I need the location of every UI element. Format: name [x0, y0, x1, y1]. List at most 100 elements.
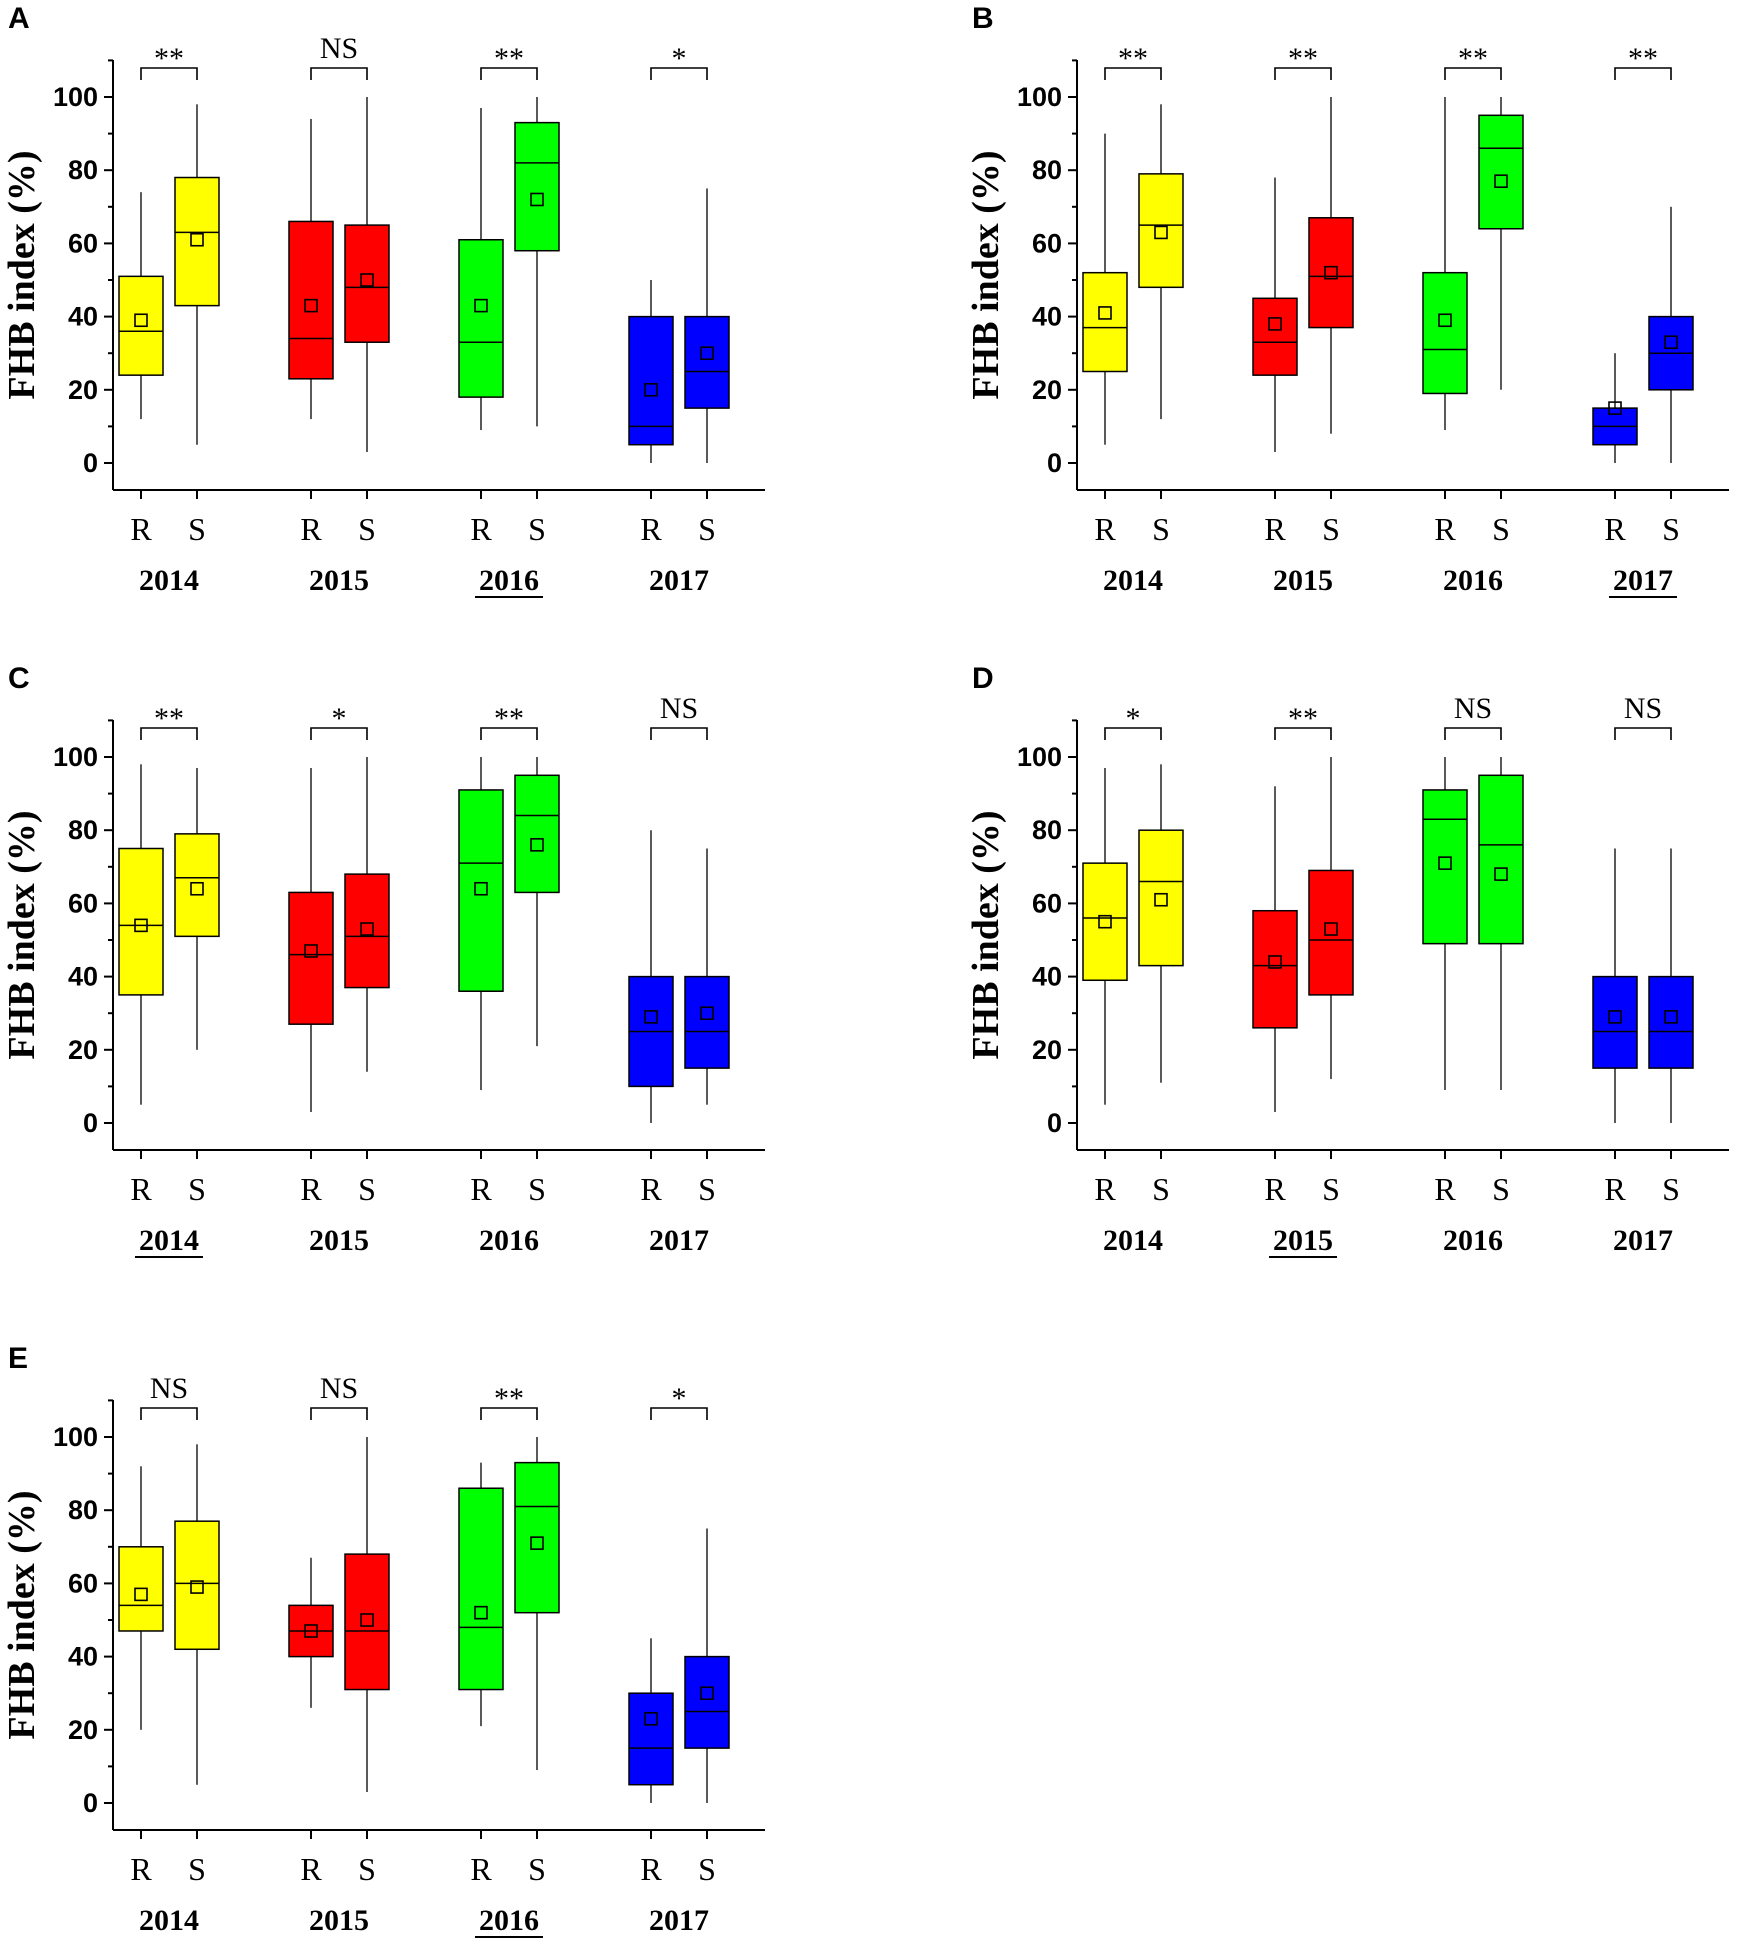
y-axis-label: FHB index (%) — [965, 810, 1007, 1059]
year-label: 2015 — [1273, 564, 1333, 597]
year-label: 2015 — [1273, 1224, 1333, 1257]
significance-label: * — [332, 702, 347, 735]
significance-bracket — [480, 67, 538, 80]
significance-bracket — [1614, 67, 1672, 80]
year-label: 2017 — [649, 1224, 709, 1257]
year-label: 2017 — [649, 564, 709, 597]
mean-marker — [1324, 265, 1338, 280]
category-label: R — [640, 1171, 662, 1207]
y-axis-label: FHB index (%) — [1, 150, 43, 399]
group-2015: R S ** 2015 — [1252, 42, 1354, 597]
significance-label: ** — [1458, 42, 1488, 75]
significance-label: NS — [320, 32, 358, 65]
box-iqr — [1478, 774, 1524, 945]
mean-marker — [360, 922, 374, 936]
mean-marker — [474, 1605, 488, 1620]
year-label: 2015 — [309, 564, 369, 597]
y-tick-label: 40 — [1032, 962, 1062, 992]
mean-marker — [134, 1587, 148, 1602]
y-tick-label: 40 — [1032, 302, 1062, 332]
category-label: R — [300, 511, 322, 547]
mean-marker — [360, 1613, 374, 1627]
category-label: R — [1434, 511, 1456, 547]
year-label: 2016 — [479, 564, 539, 597]
group-2016: R S ** 2016 — [458, 42, 560, 598]
y-tick-label: 40 — [68, 962, 98, 992]
y-tick-label: 20 — [1032, 375, 1062, 405]
box-iqr — [344, 873, 390, 989]
category-label: R — [1264, 1171, 1286, 1207]
significance-label: NS — [1454, 692, 1492, 725]
significance-bracket — [1104, 67, 1162, 80]
category-label: R — [1604, 511, 1626, 547]
box-iqr — [1308, 217, 1354, 329]
mean-marker — [134, 918, 148, 933]
significance-label: NS — [660, 692, 698, 725]
y-tick-label: 0 — [83, 448, 98, 478]
group-2014: R S ** 2014 — [1082, 42, 1184, 597]
category-label: S — [1492, 1171, 1510, 1207]
box-iqr — [628, 315, 674, 446]
mean-marker — [644, 1712, 658, 1726]
y-tick-label: 40 — [68, 302, 98, 332]
box-iqr — [458, 789, 504, 992]
year-label: 2014 — [139, 1224, 199, 1257]
mean-marker — [304, 1624, 318, 1638]
box-iqr — [514, 121, 560, 252]
significance-label: ** — [1288, 42, 1318, 75]
group-2016: R S ** 2016 — [458, 702, 560, 1257]
year-label: 2017 — [649, 1904, 709, 1937]
box-iqr — [174, 1520, 220, 1651]
category-label: S — [358, 1851, 376, 1887]
y-tick-label: 60 — [1032, 888, 1062, 918]
y-tick-label: 100 — [53, 1422, 98, 1452]
group-2017: R S NS 2017 — [628, 692, 730, 1257]
y-tick-label: 80 — [68, 155, 98, 185]
y-tick-label: 20 — [68, 1715, 98, 1745]
group-2017: R S * 2017 — [628, 1382, 730, 1937]
box-iqr — [1082, 862, 1128, 982]
mean-marker — [1664, 1010, 1678, 1024]
significance-label: ** — [1288, 702, 1318, 735]
box-iqr — [118, 847, 164, 996]
y-tick-label: 80 — [68, 815, 98, 845]
box-iqr — [1478, 114, 1524, 230]
y-tick-label: 0 — [1047, 1108, 1062, 1138]
box-iqr — [1138, 173, 1184, 289]
category-label: S — [1662, 1171, 1680, 1207]
category-label: S — [1322, 1171, 1340, 1207]
mean-marker — [1324, 922, 1338, 936]
panel-letter: A — [8, 2, 30, 35]
category-label: S — [1492, 511, 1510, 547]
box-iqr — [684, 975, 730, 1069]
mean-marker — [1608, 1010, 1622, 1024]
mean-marker — [474, 298, 488, 313]
y-tick-label: 60 — [1032, 228, 1062, 258]
y-tick-label: 100 — [1017, 82, 1062, 112]
category-label: R — [640, 1851, 662, 1887]
group-2015: R S ** 2015 — [1252, 702, 1354, 1258]
year-label: 2014 — [1103, 564, 1163, 597]
year-label: 2015 — [309, 1224, 369, 1257]
significance-label: * — [1126, 702, 1141, 735]
y-axis-label: FHB index (%) — [1, 1490, 43, 1739]
box-iqr — [1308, 869, 1354, 996]
box-iqr — [684, 1655, 730, 1749]
mean-marker — [1268, 317, 1282, 331]
category-label: R — [1264, 511, 1286, 547]
mean-marker — [1438, 313, 1452, 328]
mean-marker — [190, 232, 204, 247]
category-label: S — [188, 1171, 206, 1207]
significance-bracket — [480, 1407, 538, 1420]
significance-label: NS — [1624, 692, 1662, 725]
category-label: R — [1604, 1171, 1626, 1207]
category-label: R — [130, 1171, 152, 1207]
mean-marker — [1154, 892, 1168, 907]
panel-letter: E — [8, 1342, 28, 1375]
box-iqr — [628, 1692, 674, 1786]
